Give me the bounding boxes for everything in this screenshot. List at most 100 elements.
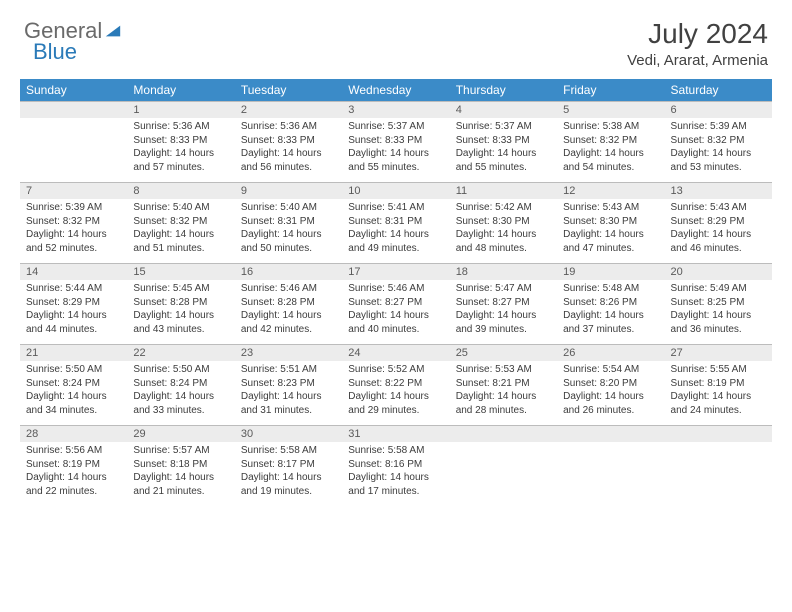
sunrise-line: Sunrise: 5:58 AM: [241, 445, 317, 456]
calendar-table: SundayMondayTuesdayWednesdayThursdayFrid…: [20, 79, 772, 506]
daylight-line: Daylight: 14 hours and 28 minutes.: [456, 391, 537, 416]
daynum-14: 14: [20, 264, 127, 281]
daycell-18: Sunrise: 5:47 AM Sunset: 8:27 PM Daylight:…: [450, 280, 557, 345]
daylight-line: Daylight: 14 hours and 48 minutes.: [456, 229, 537, 254]
week-4-numbers: 28293031: [20, 426, 772, 443]
sunset-line: Sunset: 8:32 PM: [563, 135, 637, 146]
daycell-1: Sunrise: 5:36 AMSunset: 8:33 PMDaylight:…: [127, 118, 234, 183]
sunset-line: Sunset: 8:32 PM: [26, 216, 100, 227]
daycell-6: Sunrise: 5:39 AMSunset: 8:32 PMDaylight:…: [665, 118, 772, 183]
dow-monday: Monday: [127, 79, 234, 102]
daylight-line: Daylight: 14 hours and 34 minutes.: [26, 391, 107, 416]
sunset-line: Sunset: 8:33 PM: [241, 135, 315, 146]
daylight-line: Daylight: 14 hours and 31 minutes.: [241, 391, 322, 416]
sunrise-line: Sunrise: 5:48 AM: [563, 283, 639, 294]
sunset-line: Sunset: 8:30 PM: [563, 216, 637, 227]
sunrise-line: Sunrise: 5:52 AM: [348, 364, 424, 375]
sunrise-line: Sunrise: 5:56 AM: [26, 445, 102, 456]
daynum-10: 10: [342, 183, 449, 200]
sunset-line: Sunset: 8:22 PM: [348, 378, 422, 389]
sunrise-line: Sunrise: 5:38 AM: [563, 121, 639, 132]
empty-daynum: [450, 426, 557, 443]
sunset-line: Sunset: 8:18 PM: [133, 459, 207, 470]
sunrise-line: Sunrise: 5:36 AM: [241, 121, 317, 132]
dow-tuesday: Tuesday: [235, 79, 342, 102]
daynum-21: 21: [20, 345, 127, 362]
sunset-line: Sunset: 8:25 PM: [671, 297, 745, 308]
daynum-2: 2: [235, 102, 342, 119]
daycell-7: Sunrise: 5:39 AMSunset: 8:32 PMDaylight:…: [20, 199, 127, 264]
daynum-25: 25: [450, 345, 557, 362]
daynum-27: 27: [665, 345, 772, 362]
daycell-13: Sunrise: 5:43 AMSunset: 8:29 PMDaylight:…: [665, 199, 772, 264]
dow-thursday: Thursday: [450, 79, 557, 102]
daynum-5: 5: [557, 102, 664, 119]
empty-daycell: [557, 442, 664, 506]
sunset-line: Sunset: 8:27 PM: [348, 297, 422, 308]
daynum-17: 17: [342, 264, 449, 281]
daynum-18: 18: [450, 264, 557, 281]
logo-word2: Blue: [33, 39, 77, 65]
daynum-28: 28: [20, 426, 127, 443]
sunrise-line: Sunrise: 5:44 AM: [26, 283, 102, 294]
sunrise-line: Sunrise: 5:47 AM: [456, 283, 532, 294]
sunset-line: Sunset: 8:19 PM: [671, 378, 745, 389]
sunrise-line: Sunrise: 5:39 AM: [671, 121, 747, 132]
daylight-line: Daylight: 14 hours and 39 minutes.: [456, 310, 537, 335]
daylight-line: Daylight: 14 hours and 51 minutes.: [133, 229, 214, 254]
daycell-4: Sunrise: 5:37 AMSunset: 8:33 PMDaylight:…: [450, 118, 557, 183]
daynum-12: 12: [557, 183, 664, 200]
daynum-7: 7: [20, 183, 127, 200]
week-1-content: Sunrise: 5:39 AM Sunset: 8:32 PM Daylight:…: [20, 199, 772, 264]
daylight-line: Daylight: 14 hours and 36 minutes.: [671, 310, 752, 335]
week-3-content: Sunrise: 5:50 AMSunset: 8:24 PMDaylight:…: [20, 361, 772, 426]
daylight-line: Daylight: 14 hours and 33 minutes.: [133, 391, 214, 416]
day-of-week-row: SundayMondayTuesdayWednesdayThursdayFrid…: [20, 79, 772, 102]
daynum-13: 13: [665, 183, 772, 200]
sunset-line: Sunset: 8:27 PM: [456, 297, 530, 308]
sunset-line: Sunset: 8:31 PM: [241, 216, 315, 227]
week-0-numbers: 123456: [20, 102, 772, 119]
daycell-14: Sunrise: 5:44 AMSunset: 8:29 PMDaylight:…: [20, 280, 127, 345]
empty-daynum: [20, 102, 127, 119]
daycell-12: Sunrise: 5:43 AMSunset: 8:30 PMDaylight:…: [557, 199, 664, 264]
sunset-line: Sunset: 8:33 PM: [133, 135, 207, 146]
month-title: July 2024: [627, 18, 768, 50]
sunset-line: Sunset: 8:21 PM: [456, 378, 530, 389]
dow-sunday: Sunday: [20, 79, 127, 102]
sunset-line: Sunset: 8:23 PM: [241, 378, 315, 389]
daycell-17: Sunrise: 5:46 AMSunset: 8:27 PMDaylight:…: [342, 280, 449, 345]
sunrise-line: Sunrise: 5:39 AM: [26, 202, 102, 213]
daynum-4: 4: [450, 102, 557, 119]
daynum-8: 8: [127, 183, 234, 200]
daynum-26: 26: [557, 345, 664, 362]
sunset-line: Sunset: 8:17 PM: [241, 459, 315, 470]
daycell-5: Sunrise: 5:38 AMSunset: 8:32 PMDaylight:…: [557, 118, 664, 183]
header: General July 2024 Vedi, Ararat, Armenia: [0, 0, 792, 73]
daycell-27: Sunrise: 5:55 AMSunset: 8:19 PMDaylight:…: [665, 361, 772, 426]
sunrise-line: Sunrise: 5:46 AM: [241, 283, 317, 294]
daynum-9: 9: [235, 183, 342, 200]
sunset-line: Sunset: 8:16 PM: [348, 459, 422, 470]
daylight-line: Daylight: 14 hours and 53 minutes.: [671, 148, 752, 173]
daylight-line: Daylight: 14 hours and 55 minutes.: [456, 148, 537, 173]
daycell-8: Sunrise: 5:40 AMSunset: 8:32 PMDaylight:…: [127, 199, 234, 264]
daycell-28: Sunrise: 5:56 AMSunset: 8:19 PMDaylight:…: [20, 442, 127, 506]
sunrise-line: Sunrise: 5:43 AM: [671, 202, 747, 213]
daycell-11: Sunrise: 5:42 AMSunset: 8:30 PMDaylight:…: [450, 199, 557, 264]
daycell-16: Sunrise: 5:46 AMSunset: 8:28 PMDaylight:…: [235, 280, 342, 345]
sunset-line: Sunset: 8:28 PM: [241, 297, 315, 308]
daylight-line: Daylight: 14 hours and 22 minutes.: [26, 472, 107, 497]
sunrise-line: Sunrise: 5:58 AM: [348, 445, 424, 456]
sunrise-line: Sunrise: 5:36 AM: [133, 121, 209, 132]
daycell-30: Sunrise: 5:58 AMSunset: 8:17 PMDaylight:…: [235, 442, 342, 506]
title-block: July 2024 Vedi, Ararat, Armenia: [627, 18, 768, 69]
daynum-24: 24: [342, 345, 449, 362]
dow-wednesday: Wednesday: [342, 79, 449, 102]
sunset-line: Sunset: 8:31 PM: [348, 216, 422, 227]
daynum-15: 15: [127, 264, 234, 281]
daylight-line: Daylight: 14 hours and 17 minutes.: [348, 472, 429, 497]
daylight-line: Daylight: 14 hours and 50 minutes.: [241, 229, 322, 254]
sunset-line: Sunset: 8:32 PM: [133, 216, 207, 227]
daycell-9: Sunrise: 5:40 AMSunset: 8:31 PMDaylight:…: [235, 199, 342, 264]
